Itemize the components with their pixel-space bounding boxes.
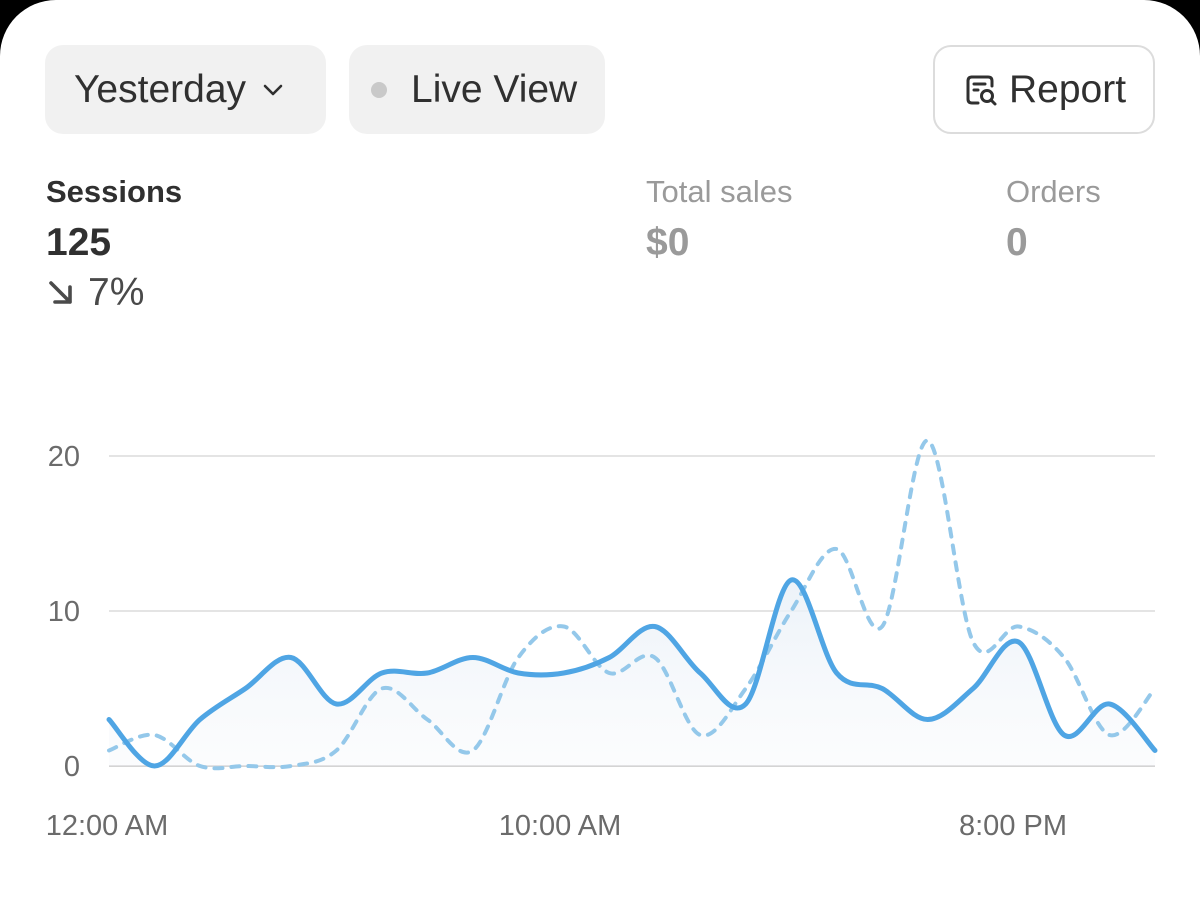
x-axis: 12:00 AM 10:00 AM 8:00 PM: [46, 810, 1067, 842]
orders-metric[interactable]: Orders 0: [1006, 172, 1101, 266]
orders-label: Orders: [1006, 174, 1101, 209]
report-button[interactable]: Report: [933, 45, 1155, 134]
y-tick-label: 0: [64, 751, 80, 783]
chevron-down-icon: [262, 83, 284, 97]
x-tick-label: 12:00 AM: [46, 810, 169, 842]
x-tick-label: 10:00 AM: [499, 810, 622, 842]
sessions-change: 7%: [88, 271, 145, 314]
comparison-series-line: [107, 438, 1157, 771]
live-view-button[interactable]: Live View: [349, 45, 605, 134]
sessions-value: 125: [46, 221, 112, 264]
report-search-icon: [963, 72, 999, 108]
total-sales-value: $0: [646, 221, 690, 264]
primary-series-area: [109, 579, 1155, 766]
chart-series: [106, 438, 1158, 771]
primary-series-line: [106, 577, 1158, 769]
sessions-label: Sessions: [46, 174, 183, 209]
date-range-dropdown[interactable]: Yesterday: [45, 45, 326, 134]
y-tick-label: 20: [48, 441, 80, 473]
live-view-label: Live View: [411, 67, 578, 111]
sessions-trend: 7%: [46, 270, 182, 316]
live-status-dot-icon: [371, 81, 387, 98]
sessions-line-chart: 0 10 20 12:00 AM 10:00 AM 8:00 PM: [46, 438, 1158, 842]
sessions-metric[interactable]: Sessions 125 7%: [46, 172, 182, 316]
orders-value: 0: [1006, 221, 1028, 264]
report-label: Report: [1009, 67, 1127, 111]
x-tick-label: 8:00 PM: [959, 810, 1067, 842]
total-sales-metric[interactable]: Total sales $0: [646, 172, 792, 266]
y-axis: 0 10 20: [48, 441, 80, 783]
y-tick-label: 10: [48, 596, 80, 628]
date-range-label: Yesterday: [74, 67, 247, 111]
arrow-down-right-icon: [49, 281, 72, 304]
total-sales-label: Total sales: [646, 174, 793, 209]
